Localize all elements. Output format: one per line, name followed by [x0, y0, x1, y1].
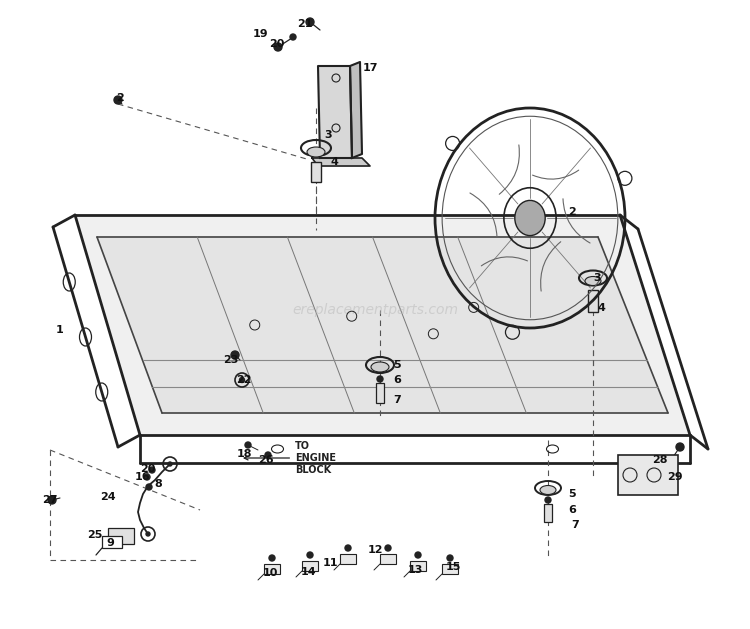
Text: TO
ENGINE
BLOCK: TO ENGINE BLOCK	[244, 442, 336, 475]
Text: 15: 15	[446, 562, 460, 572]
Circle shape	[676, 443, 684, 451]
Bar	[340, 554, 356, 564]
Circle shape	[269, 555, 275, 561]
Circle shape	[146, 532, 150, 536]
Text: 11: 11	[322, 558, 338, 568]
Text: 23: 23	[224, 355, 238, 365]
Text: 7: 7	[572, 520, 579, 530]
Ellipse shape	[371, 362, 389, 372]
Text: 5: 5	[568, 489, 576, 499]
Text: 22: 22	[236, 375, 252, 385]
Text: 1: 1	[56, 325, 64, 335]
Text: 2: 2	[116, 93, 124, 103]
Text: 8: 8	[154, 479, 162, 489]
Text: 27: 27	[42, 495, 58, 505]
Text: 3: 3	[324, 130, 332, 140]
Bar	[108, 528, 134, 544]
Text: 10: 10	[262, 568, 278, 578]
Circle shape	[231, 351, 239, 359]
Circle shape	[385, 545, 391, 551]
Bar	[380, 554, 396, 564]
Text: 6: 6	[568, 505, 576, 515]
Text: 20: 20	[269, 39, 285, 49]
Circle shape	[146, 484, 152, 490]
Circle shape	[239, 377, 244, 382]
Text: 25: 25	[87, 530, 103, 540]
Bar	[618, 455, 678, 495]
Text: 2: 2	[568, 207, 576, 217]
Bar	[264, 564, 280, 574]
Circle shape	[144, 474, 150, 480]
Text: 13: 13	[407, 565, 423, 575]
Bar	[544, 504, 552, 522]
Circle shape	[290, 34, 296, 40]
Ellipse shape	[307, 147, 325, 157]
Text: 4: 4	[330, 157, 338, 167]
Bar	[302, 561, 318, 571]
Text: 29: 29	[668, 472, 682, 482]
Bar	[376, 383, 384, 403]
Text: 5: 5	[393, 360, 400, 370]
Polygon shape	[75, 215, 690, 435]
Circle shape	[377, 376, 383, 382]
Text: 28: 28	[652, 455, 668, 465]
Circle shape	[168, 462, 172, 466]
Bar	[311, 162, 321, 182]
Polygon shape	[97, 237, 668, 413]
Bar	[442, 564, 458, 574]
Circle shape	[149, 467, 155, 473]
Text: 3: 3	[593, 273, 601, 283]
Bar	[588, 290, 598, 312]
Text: 16: 16	[135, 472, 151, 482]
Circle shape	[245, 442, 251, 448]
Circle shape	[306, 18, 314, 26]
Text: 19: 19	[254, 29, 268, 39]
Circle shape	[415, 552, 421, 558]
Polygon shape	[318, 66, 352, 158]
Circle shape	[307, 552, 313, 558]
Text: 26: 26	[258, 455, 274, 465]
Text: 6: 6	[393, 375, 401, 385]
Circle shape	[274, 43, 282, 51]
Text: 17: 17	[362, 63, 378, 73]
Polygon shape	[312, 158, 370, 166]
Ellipse shape	[585, 277, 601, 286]
Circle shape	[447, 555, 453, 561]
Circle shape	[345, 545, 351, 551]
Polygon shape	[350, 62, 362, 158]
Text: 7: 7	[393, 395, 400, 405]
Text: 14: 14	[300, 567, 316, 577]
Circle shape	[545, 497, 551, 503]
Circle shape	[48, 496, 56, 504]
Ellipse shape	[514, 201, 545, 236]
Text: 18: 18	[236, 449, 252, 459]
Text: 9: 9	[106, 538, 114, 548]
Text: 21: 21	[297, 19, 313, 29]
Ellipse shape	[540, 486, 556, 494]
Bar	[102, 536, 122, 548]
Bar	[410, 561, 426, 571]
Circle shape	[114, 96, 122, 104]
Text: ereplacementparts.com: ereplacementparts.com	[292, 303, 458, 317]
Text: 12: 12	[368, 545, 382, 555]
Text: 20: 20	[140, 464, 156, 474]
Text: 4: 4	[597, 303, 605, 313]
Text: 24: 24	[100, 492, 116, 502]
Circle shape	[265, 452, 271, 458]
